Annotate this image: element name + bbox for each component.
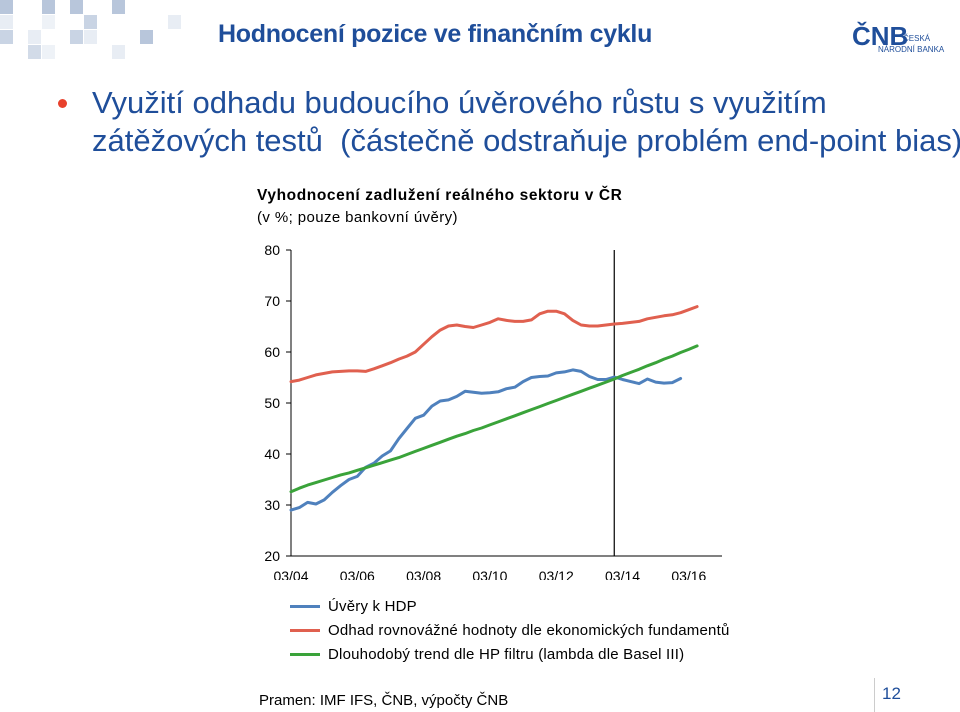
bullet-text: Využití odhadu budoucího úvěrového růstu… [92,84,960,160]
x-tick-label: 03/14 [605,568,640,580]
svg-text:ČESKÁ: ČESKÁ [903,34,931,43]
divider [874,678,875,712]
x-tick-label: 03/04 [273,568,308,580]
x-tick-label: 03/10 [472,568,507,580]
legend-swatch-red [290,628,320,632]
legend-swatch-blue [290,604,320,608]
x-tick-label: 03/08 [406,568,441,580]
series-line-2 [289,305,699,384]
chart-legend: Úvěry k HDP Odhad rovnovážné hodnoty dle… [290,594,729,666]
y-tick-label: 40 [264,446,280,462]
y-tick-label: 30 [264,497,280,513]
legend-item-red: Odhad rovnovážné hodnoty dle ekonomickýc… [290,618,729,642]
slide-title: Hodnocení pozice ve finančním cyklu [218,20,653,48]
source-note: Pramen: IMF IFS, ČNB, výpočty ČNB [259,692,509,709]
svg-text:ČNB: ČNB [852,21,908,51]
legend-label: Úvěry k HDP [328,597,417,615]
series-line-3 [289,344,699,494]
corner-mosaic-decoration [0,0,181,59]
chart-title: Vyhodnocení zadlužení reálného sektoru v… [257,187,623,204]
bullet-line-2: zátěžových testů (částečně odstraňuje pr… [92,123,960,158]
y-tick-label: 20 [264,548,280,564]
y-tick-label: 80 [264,242,280,258]
x-tick-label: 03/12 [539,568,574,580]
svg-text:NÁRODNÍ BANKA: NÁRODNÍ BANKA [878,45,945,54]
bullet-line-1: Využití odhadu budoucího úvěrového růstu… [92,85,827,120]
legend-swatch-green [290,652,320,656]
cnb-logo: ČNB ČESKÁ NÁRODNÍ BANKA [852,21,945,54]
series-line-1 [289,368,683,512]
chart-subtitle: (v %; pouze bankovní úvěry) [257,209,458,226]
y-tick-label: 50 [264,395,280,411]
x-tick-label: 03/06 [340,568,375,580]
bullet-point-icon [58,99,67,108]
x-tick-label: 03/16 [671,568,706,580]
legend-label: Odhad rovnovážné hodnoty dle ekonomickýc… [328,621,730,639]
legend-item-green: Dlouhodobý trend dle HP filtru (lambda d… [290,642,729,666]
legend-label: Dlouhodobý trend dle HP filtru (lambda d… [328,645,685,663]
y-tick-label: 60 [264,344,280,360]
legend-item-blue: Úvěry k HDP [290,594,729,618]
line-chart: 20 30 40 50 60 70 80 03/04 03/06 03/08 03/10 03/12 0… [264,242,722,580]
page-number: 12 [882,684,901,703]
y-tick-label: 70 [264,293,280,309]
